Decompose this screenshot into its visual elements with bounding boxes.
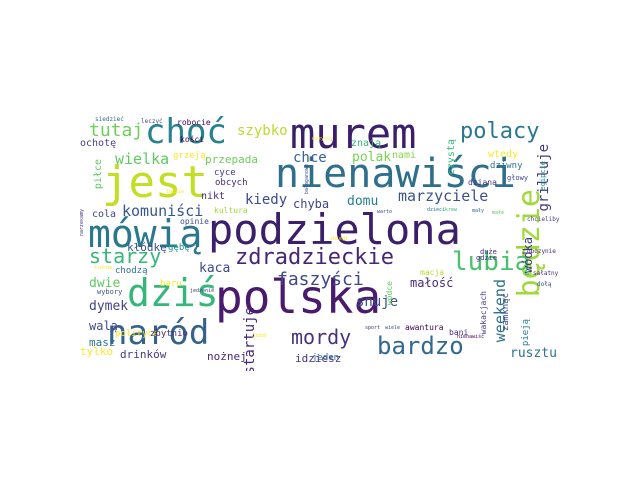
word-baru: baru bbox=[160, 279, 182, 289]
word-wakacjach: wakacjach bbox=[479, 291, 488, 335]
word-czysta: czystą bbox=[446, 139, 457, 176]
word-male: małe bbox=[492, 210, 505, 216]
word-nienawisc: nienawiść bbox=[457, 334, 485, 340]
word-kiedy: kiedy bbox=[245, 192, 288, 208]
word-starzy: starzy bbox=[89, 244, 162, 268]
word-klodke: kłódkę bbox=[127, 241, 167, 254]
word-cola: cola bbox=[92, 209, 117, 220]
word-grzeja: grzeją bbox=[173, 151, 206, 161]
word-bardzo: bardzo bbox=[377, 332, 464, 360]
word-wtedy: wtedy bbox=[488, 149, 519, 160]
word-marzyciele: marzyciele bbox=[398, 187, 489, 205]
word-choc: choć bbox=[145, 112, 227, 152]
word-robocie: robocie bbox=[177, 118, 211, 127]
word-krew: krew bbox=[445, 207, 458, 213]
word-kultura: kultura bbox=[214, 206, 248, 215]
word-ludzie: ludzie bbox=[166, 189, 185, 195]
word-polak: polak bbox=[352, 150, 392, 165]
word-wala: walą bbox=[89, 319, 118, 333]
word-balaganowe: bałaganowe bbox=[304, 164, 310, 195]
word-narod: naród bbox=[107, 313, 210, 353]
word-komunisci: komuniści bbox=[122, 202, 204, 220]
word-polacy: polacy bbox=[460, 119, 540, 144]
word-cloud: polska podzielona murem nienawiści jest … bbox=[80, 109, 560, 371]
word-wiele: wiele bbox=[385, 325, 401, 331]
word-noznej: nożnej bbox=[207, 350, 247, 363]
word-dola: dołą bbox=[537, 281, 552, 288]
word-podzielona: podzielona bbox=[208, 205, 461, 254]
word-zbiegi: zbiegi bbox=[330, 236, 349, 242]
word-murem: murem bbox=[290, 109, 417, 158]
word-jest: jest bbox=[102, 157, 208, 208]
word-domu: domu bbox=[347, 194, 379, 209]
word-leczyc: leczyć bbox=[141, 118, 163, 125]
word-jeden: jeden bbox=[312, 353, 340, 363]
word-troche: trochę bbox=[94, 265, 113, 271]
word-zbytnio: zbytnio bbox=[150, 329, 188, 339]
word-zamknac: zamknąć bbox=[501, 293, 511, 331]
word-obozynie: obozynie bbox=[527, 248, 556, 255]
word-nikt: nikt bbox=[201, 191, 226, 202]
word-szybko: szybko bbox=[237, 123, 288, 139]
word-siedziec: siedzieć bbox=[95, 116, 124, 123]
word-macja: macja bbox=[420, 268, 445, 277]
word-awantura: awantura bbox=[405, 323, 444, 332]
word-znaja: znają bbox=[351, 138, 382, 149]
word-gdzie: gdzie bbox=[476, 254, 498, 262]
word-wodce: wódce bbox=[385, 281, 394, 306]
word-wszyscy: wszyscy bbox=[312, 136, 334, 142]
word-cyce: cyce bbox=[214, 168, 236, 178]
word-opinie: opinie bbox=[180, 217, 209, 226]
word-obcych: obcych bbox=[215, 178, 248, 188]
word-wodka: wódka bbox=[521, 237, 535, 274]
word-chce: chce bbox=[293, 150, 327, 166]
word-gebe: gębę bbox=[168, 243, 190, 253]
word-wybory: wybory bbox=[97, 288, 123, 296]
word-sport: sport bbox=[365, 325, 381, 331]
word-rusztu: rusztu bbox=[510, 346, 557, 361]
word-pilce: piłce bbox=[93, 159, 104, 190]
word-chyba: chyba bbox=[293, 197, 330, 211]
word-duze: duże bbox=[480, 248, 497, 256]
word-tylko: tylko bbox=[80, 345, 114, 358]
word-narzekamy: narzekamy bbox=[80, 209, 85, 237]
word-polska: polska bbox=[215, 270, 382, 324]
word-dwie: dwie bbox=[89, 276, 121, 291]
word-dzis: dziś bbox=[127, 271, 219, 315]
word-maly: mały bbox=[472, 208, 485, 214]
word-egipcie: egipcie bbox=[539, 161, 547, 191]
word-drinkow: drinków bbox=[120, 348, 167, 361]
word-mowia: mówią bbox=[88, 212, 203, 256]
word-ozdob: ozdob bbox=[252, 333, 268, 339]
word-bani: bani bbox=[449, 328, 469, 337]
word-malosc: małość bbox=[410, 276, 454, 290]
word-dymek: dymek bbox=[89, 299, 129, 314]
word-glowy: głowy bbox=[507, 174, 529, 182]
word-polityce: polityce bbox=[115, 329, 159, 339]
word-ochote: ochotę bbox=[80, 138, 117, 149]
word-dziwny: dziwny bbox=[490, 161, 523, 171]
word-pieja: pieją bbox=[521, 319, 531, 347]
word-chodza: chodzą bbox=[115, 266, 148, 276]
word-jedzenie: jedzenie bbox=[190, 288, 215, 294]
word-faszysci: faszyści bbox=[277, 269, 364, 290]
word-zdradzieckie: zdradzieckie bbox=[235, 245, 394, 270]
word-kaca: kaca bbox=[199, 261, 231, 276]
word-idziesz: idziesz bbox=[295, 352, 342, 365]
word-nami: nami bbox=[392, 150, 417, 161]
word-nienawisci: nienawiści bbox=[275, 151, 516, 197]
word-warto: warto bbox=[377, 209, 393, 215]
word-salatny: sałatny bbox=[533, 270, 559, 277]
word-lubia: lubią bbox=[452, 247, 531, 277]
word-wielka: wielka bbox=[115, 150, 170, 168]
word-kosci: kości bbox=[180, 135, 205, 144]
word-masz: masz bbox=[89, 336, 116, 349]
word-snuje: snuje bbox=[356, 294, 399, 310]
word-dziana: dziana bbox=[468, 178, 497, 187]
word-chcieliby: chcieliby bbox=[527, 216, 560, 223]
word-tutaj: tutaj bbox=[89, 120, 144, 141]
word-przepada: przepada bbox=[205, 153, 258, 166]
word-mordy: mordy bbox=[291, 325, 352, 349]
word-dzieci: dzieci bbox=[427, 207, 446, 213]
